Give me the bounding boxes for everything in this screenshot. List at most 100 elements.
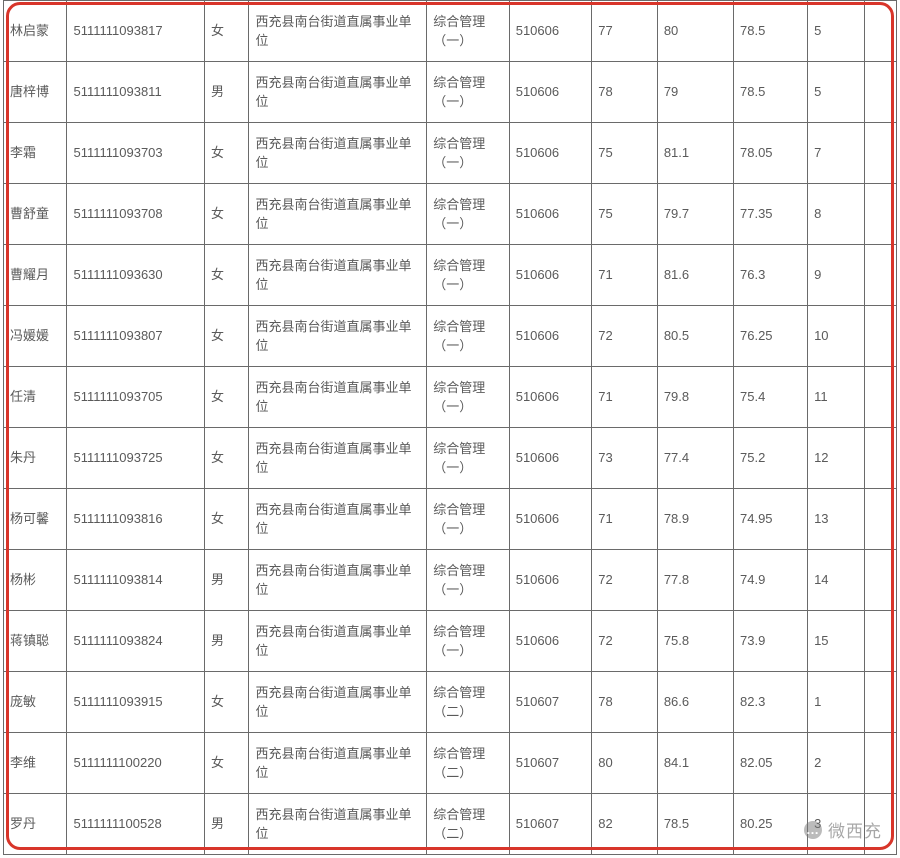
cell-score1: 72 — [592, 550, 658, 611]
cell-unit: 西充县南台街道直属事业单位 — [249, 1, 427, 62]
cell-position: 综合管理（一） — [427, 245, 510, 306]
cell-code: 510606 — [509, 428, 592, 489]
cell-position: 综合管理（一） — [427, 123, 510, 184]
cell-position: 综合管理（一） — [427, 489, 510, 550]
cell-id: 5111111093816 — [67, 489, 205, 550]
results-table: 林启蒙5111111093817女西充县南台街道直属事业单位综合管理（一）510… — [3, 0, 897, 855]
cell-id: 5111111093703 — [67, 123, 205, 184]
cell-name: 杨可馨 — [4, 489, 67, 550]
cell-sex: 女 — [205, 123, 249, 184]
cell-id: 5111111093807 — [67, 306, 205, 367]
cell-rank: 1 — [808, 672, 865, 733]
watermark-text: 微西充 — [828, 817, 882, 842]
cell-score2: 78.5 — [657, 794, 733, 855]
cell-empty — [865, 367, 897, 428]
cell-unit: 西充县南台街道直属事业单位 — [249, 550, 427, 611]
cell-name: 蒋镇聪 — [4, 611, 67, 672]
cell-id: 5111111100528 — [67, 794, 205, 855]
cell-score1: 73 — [592, 428, 658, 489]
table-row: 罗丹5111111100528男西充县南台街道直属事业单位综合管理（二）5106… — [4, 794, 897, 855]
cell-rank: 14 — [808, 550, 865, 611]
cell-score1: 82 — [592, 794, 658, 855]
cell-unit: 西充县南台街道直属事业单位 — [249, 733, 427, 794]
cell-empty — [865, 123, 897, 184]
cell-unit: 西充县南台街道直属事业单位 — [249, 428, 427, 489]
cell-score1: 78 — [592, 672, 658, 733]
cell-code: 510606 — [509, 367, 592, 428]
cell-id: 5111111093725 — [67, 428, 205, 489]
cell-name: 李霜 — [4, 123, 67, 184]
cell-code: 510606 — [509, 306, 592, 367]
cell-position: 综合管理（一） — [427, 611, 510, 672]
cell-score3: 82.05 — [734, 733, 808, 794]
cell-score3: 73.9 — [734, 611, 808, 672]
cell-score3: 78.5 — [734, 1, 808, 62]
cell-position: 综合管理（一） — [427, 1, 510, 62]
cell-sex: 男 — [205, 550, 249, 611]
table-row: 李霜5111111093703女西充县南台街道直属事业单位综合管理（一）5106… — [4, 123, 897, 184]
cell-empty — [865, 733, 897, 794]
cell-score1: 77 — [592, 1, 658, 62]
cell-rank: 9 — [808, 245, 865, 306]
cell-name: 曹舒童 — [4, 184, 67, 245]
cell-empty — [865, 306, 897, 367]
cell-id: 5111111093814 — [67, 550, 205, 611]
table-row: 杨彬5111111093814男西充县南台街道直属事业单位综合管理（一）5106… — [4, 550, 897, 611]
cell-empty — [865, 1, 897, 62]
table-row: 曹舒童5111111093708女西充县南台街道直属事业单位综合管理（一）510… — [4, 184, 897, 245]
wechat-icon: … — [804, 821, 822, 839]
cell-score3: 80.25 — [734, 794, 808, 855]
cell-unit: 西充县南台街道直属事业单位 — [249, 794, 427, 855]
cell-score1: 72 — [592, 611, 658, 672]
cell-score2: 80 — [657, 1, 733, 62]
cell-unit: 西充县南台街道直属事业单位 — [249, 184, 427, 245]
cell-empty — [865, 245, 897, 306]
cell-rank: 7 — [808, 123, 865, 184]
cell-score2: 79 — [657, 62, 733, 123]
table-row: 林启蒙5111111093817女西充县南台街道直属事业单位综合管理（一）510… — [4, 1, 897, 62]
cell-empty — [865, 428, 897, 489]
table-row: 杨可馨5111111093816女西充县南台街道直属事业单位综合管理（一）510… — [4, 489, 897, 550]
cell-empty — [865, 611, 897, 672]
cell-sex: 女 — [205, 184, 249, 245]
cell-code: 510606 — [509, 489, 592, 550]
cell-position: 综合管理（二） — [427, 794, 510, 855]
table-row: 蒋镇聪5111111093824男西充县南台街道直属事业单位综合管理（一）510… — [4, 611, 897, 672]
cell-position: 综合管理（一） — [427, 367, 510, 428]
cell-position: 综合管理（二） — [427, 733, 510, 794]
cell-code: 510606 — [509, 550, 592, 611]
cell-name: 林启蒙 — [4, 1, 67, 62]
cell-id: 5111111100220 — [67, 733, 205, 794]
cell-name: 杨彬 — [4, 550, 67, 611]
cell-position: 综合管理（一） — [427, 184, 510, 245]
cell-rank: 12 — [808, 428, 865, 489]
cell-score2: 80.5 — [657, 306, 733, 367]
cell-rank: 8 — [808, 184, 865, 245]
cell-name: 朱丹 — [4, 428, 67, 489]
cell-rank: 15 — [808, 611, 865, 672]
cell-score1: 75 — [592, 184, 658, 245]
cell-rank: 2 — [808, 733, 865, 794]
cell-sex: 男 — [205, 794, 249, 855]
cell-score2: 81.6 — [657, 245, 733, 306]
cell-id: 5111111093705 — [67, 367, 205, 428]
cell-name: 罗丹 — [4, 794, 67, 855]
cell-score2: 78.9 — [657, 489, 733, 550]
cell-rank: 11 — [808, 367, 865, 428]
cell-score3: 78.05 — [734, 123, 808, 184]
cell-score3: 78.5 — [734, 62, 808, 123]
cell-empty — [865, 550, 897, 611]
cell-position: 综合管理（一） — [427, 550, 510, 611]
cell-name: 李维 — [4, 733, 67, 794]
cell-score2: 77.8 — [657, 550, 733, 611]
cell-score1: 72 — [592, 306, 658, 367]
cell-score2: 84.1 — [657, 733, 733, 794]
cell-score2: 79.8 — [657, 367, 733, 428]
cell-rank: 10 — [808, 306, 865, 367]
cell-rank: 5 — [808, 62, 865, 123]
cell-score2: 81.1 — [657, 123, 733, 184]
cell-score2: 75.8 — [657, 611, 733, 672]
cell-unit: 西充县南台街道直属事业单位 — [249, 245, 427, 306]
cell-name: 曹耀月 — [4, 245, 67, 306]
cell-position: 综合管理（二） — [427, 672, 510, 733]
